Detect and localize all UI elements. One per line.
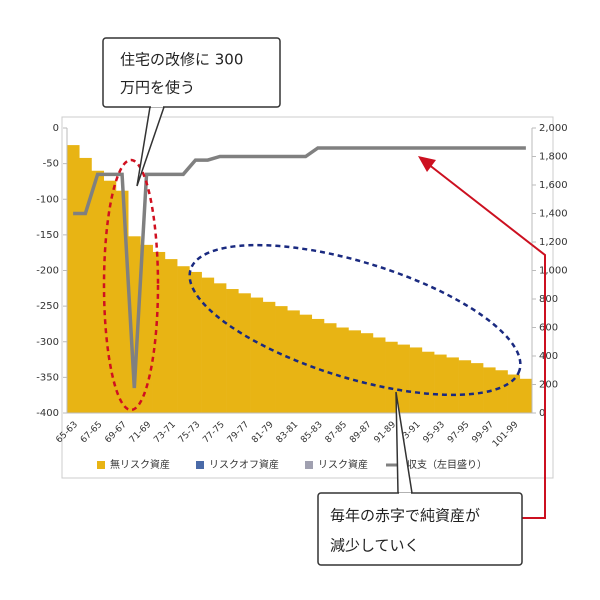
y-tick-label: 0 xyxy=(53,123,59,134)
bar xyxy=(372,337,386,413)
legend-label: リスクオフ資産 xyxy=(209,458,279,471)
bar xyxy=(103,180,117,413)
bar xyxy=(275,306,288,413)
bar xyxy=(79,157,92,413)
bar xyxy=(323,323,337,413)
callout-text: 毎年の赤字で純資産が xyxy=(330,507,480,525)
bar xyxy=(409,347,423,413)
bar xyxy=(128,236,141,413)
y-tick-label: -300 xyxy=(36,337,59,348)
highlight-ellipse xyxy=(188,243,522,397)
arrow-head xyxy=(418,156,436,172)
bar xyxy=(287,310,300,413)
y2-tick-label: 400 xyxy=(539,351,558,362)
bar xyxy=(140,244,153,413)
y-tick-label: -200 xyxy=(36,266,59,277)
y-tick-label: -350 xyxy=(36,372,59,383)
bar xyxy=(434,354,447,413)
y2-tick-label: 1,000 xyxy=(539,266,568,277)
callout-text: 万円を使う xyxy=(120,79,195,97)
y2-tick-label: 200 xyxy=(539,380,558,391)
bar xyxy=(91,170,105,413)
bar xyxy=(458,360,472,413)
line xyxy=(73,146,526,389)
bar xyxy=(385,341,398,413)
y-tick-label: -100 xyxy=(36,194,59,205)
y2-tick-label: 1,200 xyxy=(539,237,568,248)
callout-text: 住宅の改修に 300 xyxy=(120,51,243,69)
bar xyxy=(164,259,178,413)
arrow xyxy=(427,163,546,519)
y2-tick-label: 1,400 xyxy=(539,209,568,220)
bar xyxy=(67,145,80,413)
y-tick-label: -400 xyxy=(36,408,59,419)
bar xyxy=(446,357,459,413)
y2-tick-label: 1,600 xyxy=(539,180,568,191)
y2-tick-label: 0 xyxy=(539,408,545,419)
legend-swatch xyxy=(97,461,105,469)
y2-tick-label: 2,000 xyxy=(539,123,568,134)
bar xyxy=(311,318,325,413)
bar xyxy=(507,374,521,413)
bar xyxy=(238,293,251,413)
bar xyxy=(348,330,361,413)
bar xyxy=(397,344,410,413)
bar xyxy=(213,283,227,413)
y-tick-label: -250 xyxy=(36,301,59,312)
bar xyxy=(226,289,239,413)
legend-swatch xyxy=(196,461,204,469)
bar xyxy=(519,378,533,413)
callout-box xyxy=(317,492,523,566)
callout-box xyxy=(102,37,281,108)
legend-label: 収支（左目盛り） xyxy=(407,458,487,471)
bar xyxy=(470,363,484,413)
legend-label: リスク資産 xyxy=(318,458,368,471)
legend-swatch xyxy=(305,461,313,469)
bar xyxy=(250,297,264,413)
callout-text: 減少していく xyxy=(330,537,420,555)
y-tick-label: -150 xyxy=(36,230,59,241)
bar xyxy=(262,301,276,413)
bar xyxy=(360,333,374,413)
y2-tick-label: 1,800 xyxy=(539,152,568,163)
y2-tick-label: 600 xyxy=(539,323,558,334)
legend-label: 無リスク資産 xyxy=(110,458,170,471)
highlight-ellipse xyxy=(102,158,160,412)
bar xyxy=(189,271,202,413)
bar xyxy=(201,277,215,413)
bar xyxy=(495,370,508,413)
bar xyxy=(421,351,435,413)
bar xyxy=(152,251,166,413)
bar xyxy=(336,327,349,413)
bar xyxy=(177,266,190,413)
y-tick-label: -50 xyxy=(43,159,59,170)
y2-tick-label: 800 xyxy=(539,294,558,305)
